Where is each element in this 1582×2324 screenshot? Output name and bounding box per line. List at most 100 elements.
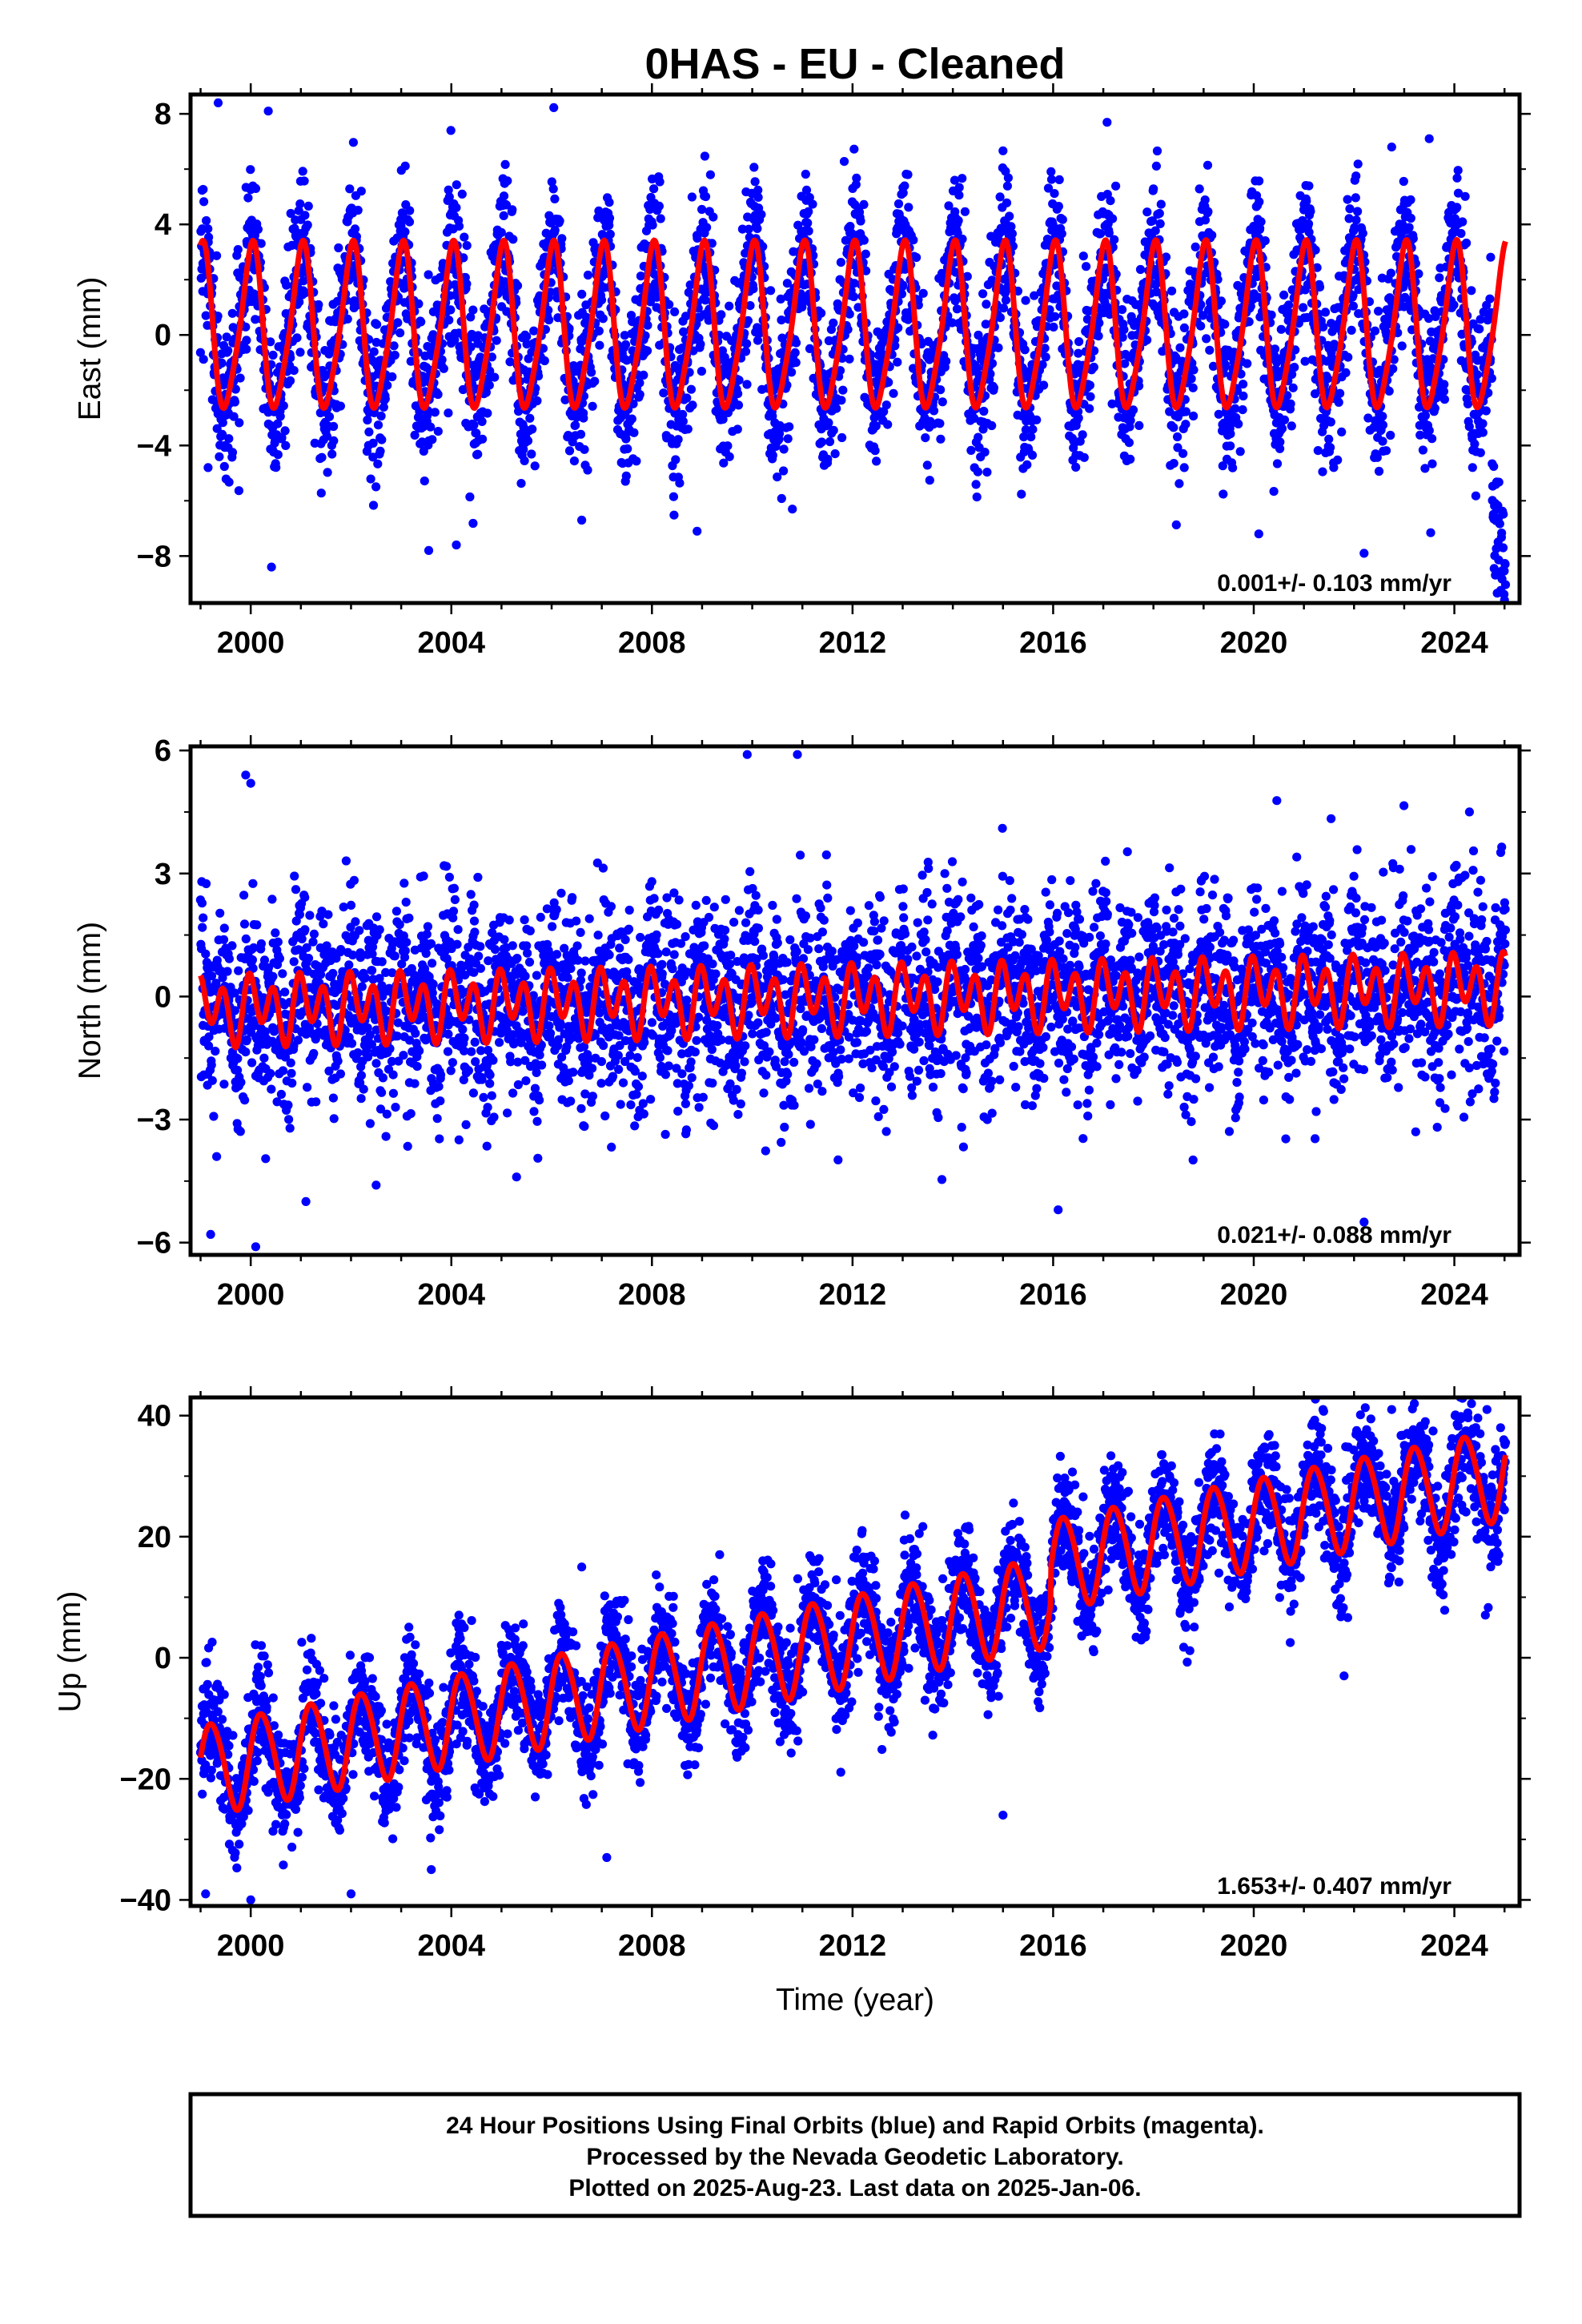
observation-point [289, 957, 299, 967]
observation-point [462, 279, 472, 289]
observation-point [251, 315, 260, 324]
observation-point [227, 308, 237, 318]
observation-point [843, 324, 853, 334]
observation-point [1326, 417, 1335, 427]
observation-point [944, 201, 954, 211]
observation-point [989, 383, 998, 392]
observation-point [687, 192, 697, 202]
observation-point [297, 934, 307, 943]
observation-point [648, 220, 657, 230]
y-tick-label: 4 [155, 208, 171, 242]
observation-point [1094, 332, 1103, 341]
observation-point [1196, 321, 1206, 331]
observation-point [1173, 432, 1182, 442]
observation-point [263, 107, 273, 116]
observation-point [364, 427, 374, 437]
observation-point [1017, 489, 1026, 499]
observation-point [287, 1068, 296, 1078]
observation-point [620, 331, 629, 340]
observation-point [468, 518, 478, 529]
observation-point [239, 919, 250, 929]
observation-point [1057, 229, 1066, 239]
observation-point [1078, 430, 1087, 440]
observation-point [1050, 312, 1060, 321]
observation-point [952, 304, 962, 314]
observation-point [1156, 199, 1166, 209]
observation-point [286, 1058, 295, 1068]
x-tick-label: 2016 [1019, 626, 1087, 660]
observation-point [604, 220, 614, 230]
observation-point [604, 213, 615, 223]
observation-point [849, 144, 859, 154]
observation-point [693, 233, 702, 243]
x-tick-label: 2008 [618, 626, 686, 660]
observation-point [1306, 207, 1315, 216]
observation-point [1178, 448, 1188, 458]
observation-point [256, 239, 266, 248]
observation-point [817, 308, 826, 318]
observation-point [598, 314, 608, 324]
observation-point [295, 297, 304, 307]
observation-point [285, 1124, 295, 1133]
observation-point [912, 252, 921, 263]
observation-point [276, 1089, 286, 1100]
observation-point [1453, 166, 1463, 175]
observation-point [1181, 407, 1191, 416]
observation-point [426, 422, 436, 432]
observation-point [1195, 184, 1204, 194]
observation-point [487, 352, 497, 362]
observation-point [909, 235, 918, 245]
observation-point [525, 413, 535, 423]
observation-point [1179, 309, 1189, 319]
observation-point [203, 224, 213, 234]
observation-point [1126, 454, 1135, 464]
observation-point [199, 913, 208, 923]
observation-point [779, 466, 789, 476]
observation-point [994, 343, 1003, 352]
observation-point [347, 1039, 357, 1048]
observation-point [1020, 345, 1030, 355]
observation-point [1478, 419, 1488, 428]
observation-point [544, 211, 554, 220]
observation-point [725, 301, 734, 311]
observation-point [1467, 286, 1476, 296]
observation-point [749, 284, 758, 294]
observation-point [1458, 217, 1468, 227]
observation-point [830, 449, 840, 459]
observation-point [678, 416, 688, 426]
observation-point [1449, 300, 1459, 310]
observation-point [241, 322, 251, 332]
observation-point [241, 934, 251, 943]
observation-point [1007, 229, 1017, 239]
observation-point [737, 224, 748, 234]
observation-point [224, 434, 234, 444]
observation-point [745, 301, 755, 311]
observation-point [702, 223, 712, 232]
observation-point [675, 478, 685, 488]
observation-point [439, 364, 448, 373]
observation-point [466, 342, 476, 352]
observation-point [1486, 252, 1496, 262]
observation-point [500, 159, 510, 169]
observation-point [303, 954, 314, 963]
y-tick-label: 0 [155, 319, 171, 352]
observation-point [995, 192, 1005, 202]
observation-point [604, 198, 614, 207]
observation-point [1381, 446, 1391, 456]
observation-point [266, 337, 275, 347]
observation-point [1333, 455, 1343, 465]
observation-point [540, 356, 549, 366]
observation-point [1049, 322, 1058, 332]
observation-point [1351, 215, 1361, 225]
observation-point [235, 418, 244, 428]
observation-point [1022, 460, 1032, 469]
observation-point [251, 183, 261, 193]
observation-point [1151, 161, 1161, 171]
observation-point [383, 380, 392, 390]
observation-point [282, 280, 291, 290]
observation-point [267, 1084, 276, 1094]
observation-point [1041, 352, 1050, 362]
observation-point [954, 215, 963, 226]
observation-point [588, 401, 597, 411]
observation-point [416, 317, 426, 327]
